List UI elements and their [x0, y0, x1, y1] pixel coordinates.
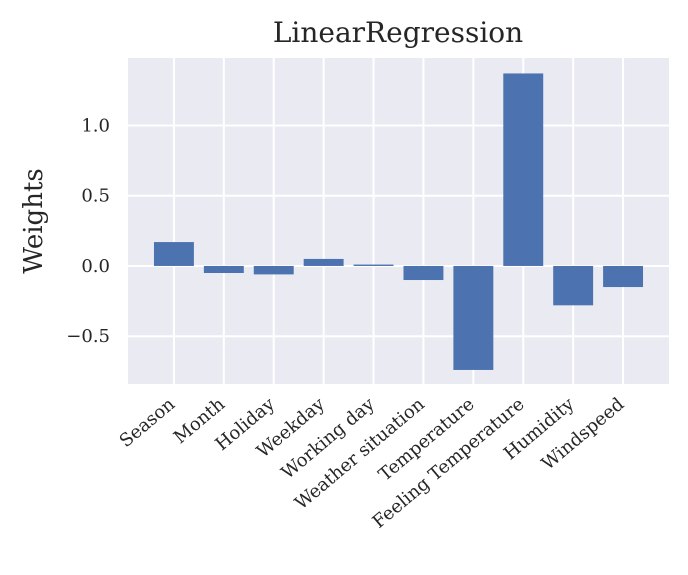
y-tick-label: −0.5: [66, 326, 110, 347]
bar-windspeed: [603, 265, 644, 288]
y-tick-label: 0.5: [81, 186, 110, 207]
y-axis-label: Weights: [19, 168, 49, 274]
chart-title: LinearRegression: [273, 16, 523, 49]
bar-temperature: [453, 265, 494, 370]
y-tick-labels: 1.0 0.5 0.0 −0.5: [66, 115, 110, 347]
bar-humidity: [553, 265, 594, 306]
bar-feeling-temperature: [503, 73, 544, 266]
bar-holiday: [253, 265, 294, 275]
bar-weekday: [303, 258, 344, 266]
plot-area: [128, 58, 669, 384]
bars: [153, 73, 644, 370]
bar-month: [203, 265, 244, 273]
bar-working-day: [353, 264, 394, 266]
bar-season: [153, 242, 194, 266]
y-tick-label: 0.0: [81, 256, 110, 277]
y-tick-label: 1.0: [81, 115, 110, 136]
x-tick-label: Season: [116, 393, 180, 451]
bar-weather-situation: [403, 265, 444, 281]
